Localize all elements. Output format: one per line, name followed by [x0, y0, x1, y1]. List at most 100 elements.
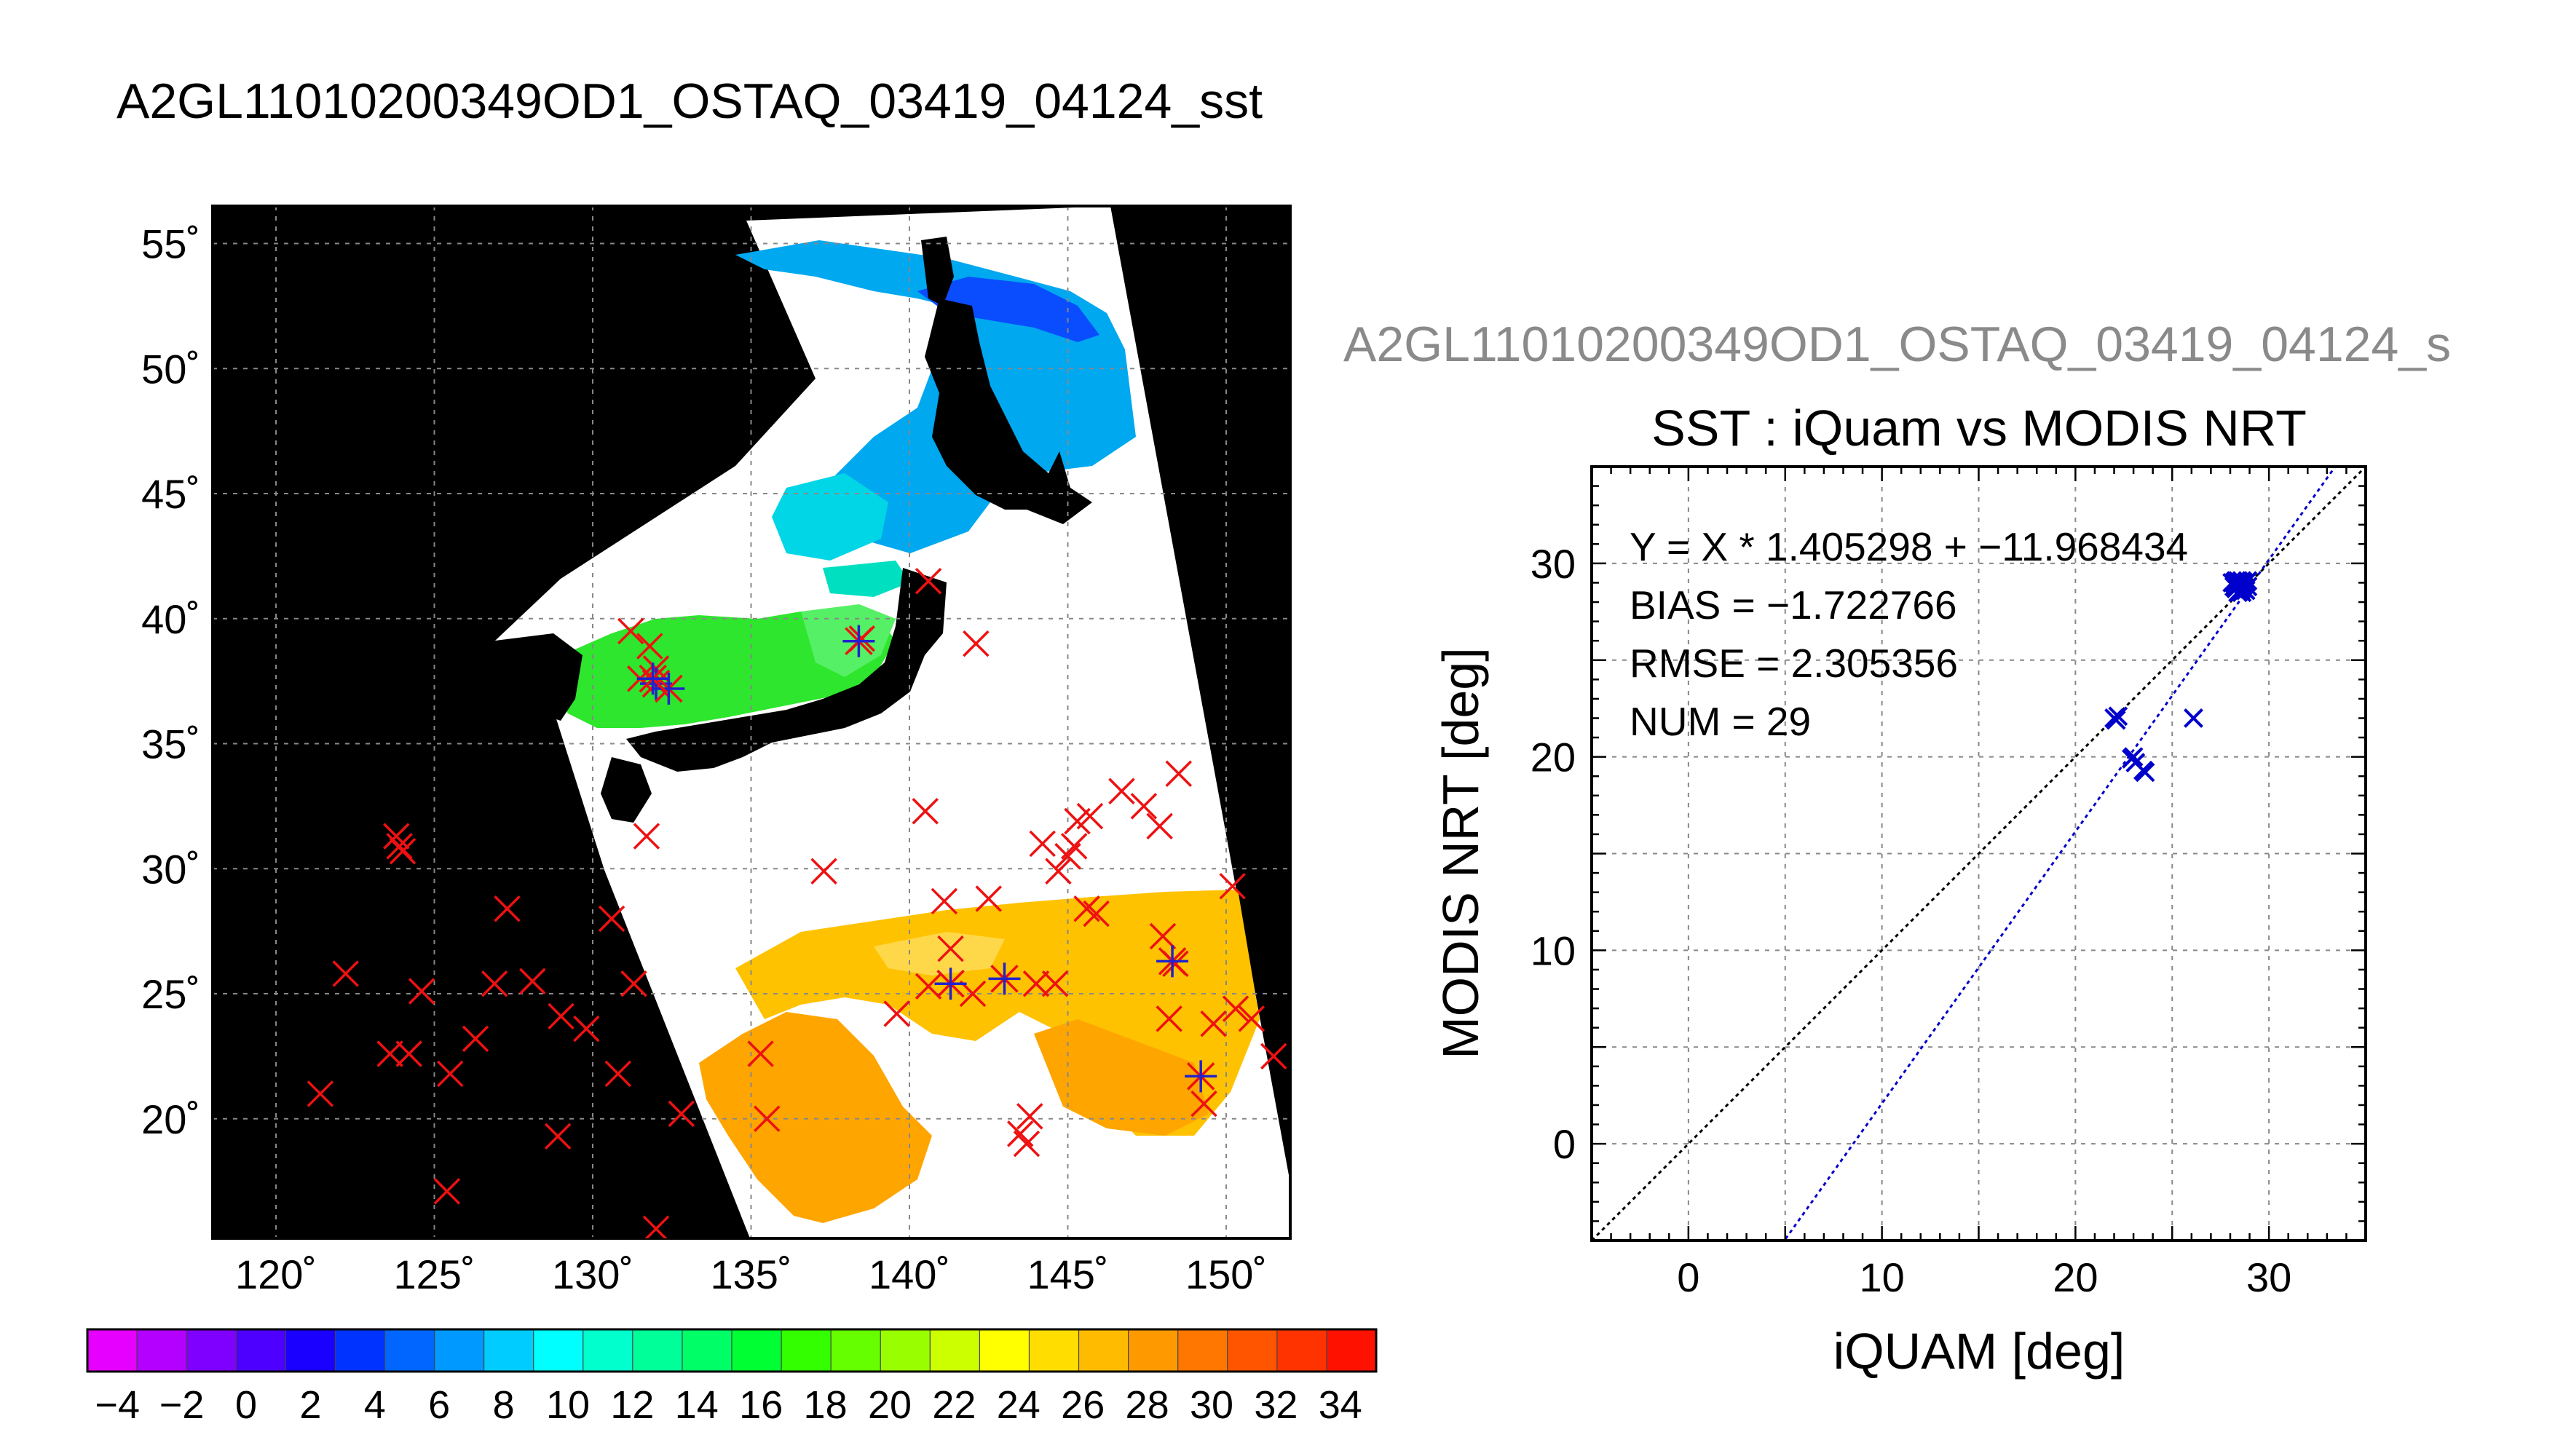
map-obs-marker	[1156, 1005, 1182, 1032]
y-tick-label: 10	[1531, 927, 1576, 973]
map-obs-marker	[747, 1040, 774, 1067]
sst-colorbar: −4 −2 0 2 4 6 8 10 12 14 16 18 20 22 24 26 28 30 32 34	[86, 1328, 1378, 1427]
land-kyushu	[601, 757, 652, 823]
scatter-point	[2106, 710, 2126, 730]
x-tick-label: 20	[2053, 1254, 2098, 1300]
map-obs-marker	[307, 1080, 334, 1107]
map-obs-marker	[975, 885, 1002, 912]
map-obs-marker	[1016, 1103, 1043, 1130]
colorbar-label: 22	[932, 1383, 976, 1427]
map-obs-marker	[519, 968, 546, 995]
map-obs-marker	[620, 970, 647, 997]
land-korea	[495, 633, 583, 721]
scatter-gridlines	[1592, 467, 2366, 1241]
sst-region-south-hot	[699, 1012, 932, 1223]
map-obs-marker	[912, 798, 939, 825]
colorbar-label: 0	[235, 1383, 257, 1427]
map-match-markers	[307, 568, 1397, 1238]
map-lon-label: 145˚	[1027, 1251, 1108, 1297]
colorbar-label: 6	[428, 1383, 450, 1427]
map-lat-label: 55˚	[141, 221, 200, 267]
x-tick-label: 0	[1677, 1254, 1699, 1300]
colorbar-label: 12	[610, 1383, 654, 1427]
map-obs-marker	[383, 823, 410, 850]
colorbar-cell	[1177, 1329, 1228, 1372]
colorbar-cell	[929, 1329, 981, 1372]
map-lat-label: 35˚	[141, 721, 200, 767]
y-tick-label: 0	[1553, 1121, 1576, 1167]
map-longitude-labels: 120˚ 125˚ 130˚ 135˚ 140˚ 145˚ 150˚	[235, 1251, 1267, 1297]
map-obs-marker	[937, 935, 964, 962]
sst-region-south-yellow	[874, 932, 1005, 976]
map-lat-label: 40˚	[141, 596, 200, 642]
stats-annotation: Y = X * 1.405298 + −11.968434 BIAS = −1.…	[1630, 524, 2188, 744]
colorbar-cell	[136, 1329, 188, 1372]
scatter-point	[2135, 762, 2155, 783]
map-obs-marker	[1260, 1042, 1287, 1070]
land-honshu	[626, 568, 947, 772]
map-obs-marker	[1073, 895, 1100, 922]
colorbar-cell	[880, 1329, 931, 1372]
map-lat-label: 30˚	[141, 846, 200, 892]
colorbar-cell	[1028, 1329, 1080, 1372]
map-obs-marker	[386, 833, 413, 860]
scatter-point	[2184, 708, 2203, 728]
scatter-subtitle: A2GL11010200349OD1_OSTAQ_03419_04124_s	[1343, 317, 2451, 372]
colorbar-cell	[830, 1329, 882, 1372]
colorbar-label: −2	[159, 1383, 205, 1427]
stat-rmse: RMSE = 2.305356	[1630, 641, 1958, 686]
scatter-points	[2104, 571, 2258, 783]
map-obs-marker	[633, 823, 660, 850]
colorbar-cell	[433, 1329, 485, 1372]
colorbar-cell	[1227, 1329, 1279, 1372]
sst-map: 55˚ 50˚ 45˚ 40˚ 35˚ 30˚ 25˚ 20˚ 120˚ 125˚ 130˚ 135…	[141, 205, 1397, 1297]
sst-region-teal	[823, 561, 910, 597]
y-tick-label: 30	[1531, 541, 1576, 587]
colorbar-frame	[86, 1328, 1378, 1373]
stat-num: NUM = 29	[1630, 699, 1811, 744]
map-lat-label: 50˚	[141, 346, 200, 392]
map-obs-marker	[1022, 970, 1050, 997]
map-obs-marker	[1029, 830, 1056, 858]
colorbar-cell	[1326, 1329, 1378, 1372]
map-obs-marker	[376, 1040, 403, 1067]
sst-region-north-mid	[772, 473, 888, 561]
y-axis-label: MODIS NRT [deg]	[1432, 647, 1489, 1059]
map-lon-label: 150˚	[1185, 1251, 1267, 1297]
map-obs-marker	[389, 837, 416, 865]
colorbar-cell	[235, 1329, 287, 1372]
map-imagery	[495, 206, 1290, 1238]
map-obs-marker	[1045, 858, 1072, 885]
map-obs-marker	[1041, 970, 1069, 997]
colorbar-label: −4	[95, 1383, 140, 1427]
page-title: A2GL11010200349OD1_OSTAQ_03419_04124_sst	[117, 74, 1263, 129]
stat-fit-equation: Y = X * 1.405298 + −11.968434	[1630, 524, 2188, 569]
map-lat-label: 20˚	[141, 1096, 200, 1142]
map-obs-marker	[437, 1060, 464, 1088]
colorbar-cell	[285, 1329, 336, 1372]
x-axis-label: iQUAM [deg]	[1833, 1323, 2125, 1380]
colorbar-cell	[1128, 1329, 1179, 1372]
x-tick-label: 30	[2246, 1254, 2291, 1300]
colorbar-label: 34	[1319, 1383, 1362, 1427]
map-obs-marker	[1190, 1090, 1217, 1117]
map-lat-label: 25˚	[141, 971, 200, 1017]
colorbar-cell	[334, 1329, 386, 1372]
map-obs-marker	[1007, 1120, 1034, 1147]
map-obs-marker	[494, 895, 521, 922]
map-obs-marker	[1222, 995, 1249, 1022]
map-obs-marker	[1373, 877, 1397, 901]
chart-title: SST : iQuam vs MODIS NRT	[1651, 400, 2307, 456]
land-sakhalin	[921, 237, 954, 306]
scatter-plot: 0 10 20 30 0 10 20 30 Y = X * 1.405298 + −11.96…	[1432, 465, 2367, 1380]
colorbar-cell	[781, 1329, 832, 1372]
colorbar-cell	[632, 1329, 684, 1372]
map-obs-marker	[1219, 873, 1246, 900]
map-obs-marker	[544, 1123, 572, 1150]
map-obs-marker	[1108, 778, 1135, 805]
colorbar-cell	[979, 1329, 1030, 1372]
map-obs-marker	[408, 978, 435, 1005]
map-obs-marker	[1130, 793, 1158, 820]
land-japan	[925, 298, 1092, 524]
